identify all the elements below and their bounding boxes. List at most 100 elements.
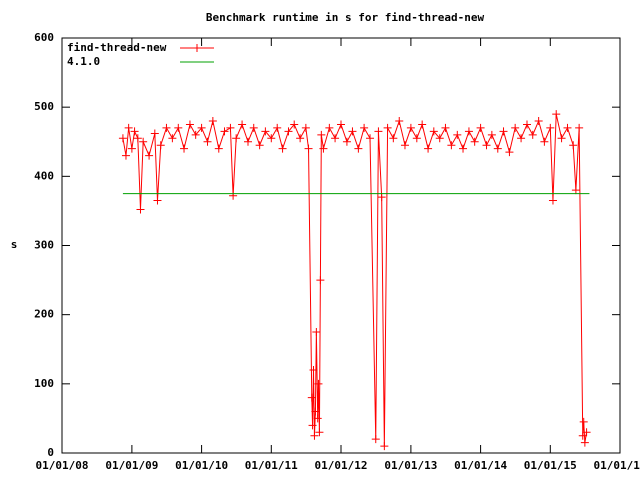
point-marker [354,144,363,153]
point-marker [325,123,334,132]
point-marker [540,137,549,146]
legend-label: find-thread-new [67,41,167,54]
point-marker [232,134,241,143]
point-marker [214,144,223,153]
point-marker [156,141,165,150]
x-tick-label: 01/01/08 [36,459,89,472]
series-line [122,113,588,447]
point-marker [273,123,282,132]
point-marker [374,127,383,136]
y-tick-label: 100 [34,377,54,390]
point-marker [284,127,293,136]
point-marker [470,137,479,146]
point-marker [441,123,450,132]
plot-frame [61,37,621,454]
legend-label: 4.1.0 [67,55,100,68]
point-marker [118,134,127,143]
point-marker [360,123,369,132]
point-marker [311,407,320,416]
point-marker [412,134,421,143]
point-marker [261,127,270,136]
point-marker [331,134,340,143]
point-marker [380,442,389,451]
point-marker [571,186,580,195]
point-marker [312,327,321,336]
point-marker [208,117,217,125]
point-marker [418,120,427,129]
point-marker [180,144,189,153]
point-marker [371,435,380,444]
point-marker [337,120,345,129]
point-marker [406,123,415,132]
point-marker [493,144,502,153]
point-marker [145,151,154,160]
legend-marker [193,44,201,52]
point-marker [150,129,159,138]
point-marker [124,123,133,132]
point-marker [523,120,531,129]
point-marker [229,191,238,200]
point-marker [575,123,584,132]
x-tick-label: 01/01/10 [175,459,228,472]
point-marker [314,379,323,388]
point-marker [238,120,247,129]
point-marker [153,196,162,205]
point-marker [244,137,252,146]
point-marker [389,134,398,143]
point-marker [185,120,194,129]
point-marker [447,141,456,150]
point-marker [563,123,572,132]
point-marker [296,134,305,143]
point-marker [582,428,591,437]
point-marker [517,134,526,143]
point-marker [464,127,473,136]
x-tick-label: 01/01/16 [594,459,640,472]
point-marker [136,205,145,214]
point-marker [459,144,468,153]
point-marker [342,137,351,146]
y-tick-label: 500 [34,100,54,113]
point-marker [226,123,235,132]
chart-title: Benchmark runtime in s for find-thread-n… [206,11,485,24]
point-marker [528,130,537,139]
point-marker [249,123,258,132]
point-marker [579,417,588,426]
point-marker [383,123,392,132]
point-marker [317,130,326,139]
point-marker [168,134,177,143]
point-marker [557,134,566,143]
point-marker [313,414,322,423]
point-marker [255,141,264,150]
point-marker [424,144,433,153]
x-tick-label: 01/01/15 [524,459,577,472]
point-marker [580,438,589,447]
point-marker [546,123,555,132]
y-axis-label: s [11,238,18,251]
point-marker [487,130,496,139]
y-tick-label: 300 [34,239,54,252]
point-marker [174,123,183,132]
point-marker [499,127,508,136]
x-tick-label: 01/01/09 [105,459,158,472]
point-marker [121,151,130,160]
point-marker [162,123,171,132]
y-tick-label: 600 [34,31,54,44]
point-marker [534,117,543,125]
x-tick-label: 01/01/12 [315,459,368,472]
point-marker [395,117,404,125]
point-marker [267,134,276,143]
point-marker [400,141,409,150]
point-marker [453,130,462,139]
point-marker [511,123,520,132]
point-marker [290,120,299,129]
point-marker [203,137,212,146]
point-marker [377,193,386,202]
x-tick-label: 01/01/14 [454,459,507,472]
y-tick-label: 200 [34,308,54,321]
point-marker [309,366,318,374]
point-marker [304,144,313,153]
point-marker [127,144,136,153]
point-marker [319,144,328,153]
point-marker [578,431,587,440]
